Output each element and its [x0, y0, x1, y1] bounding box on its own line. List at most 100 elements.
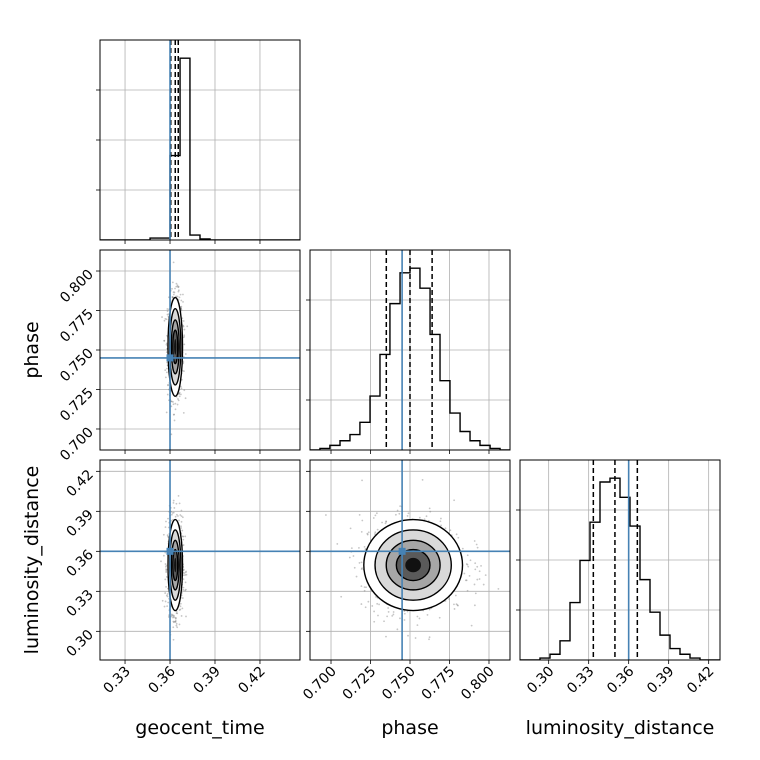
sample-point [165, 594, 168, 597]
sample-point [167, 526, 170, 529]
sample-point [160, 560, 162, 563]
sample-point [428, 507, 431, 510]
sample-point [173, 614, 175, 617]
sample-point [177, 495, 180, 497]
sample-point [172, 620, 175, 623]
sample-point [166, 367, 168, 370]
sample-point [394, 513, 397, 516]
sample-point [421, 478, 424, 481]
sample-point [425, 515, 428, 518]
sample-point [385, 520, 387, 523]
sample-point [473, 604, 476, 607]
sample-point [375, 512, 378, 515]
sample-point [352, 555, 355, 557]
sample-point [373, 610, 376, 613]
sample-point [177, 399, 180, 402]
sample-point [165, 371, 168, 374]
sample-point [165, 568, 168, 571]
sample-point [170, 613, 173, 616]
sample-point [473, 540, 476, 542]
sample-point [179, 293, 182, 296]
sample-point [167, 601, 170, 604]
sample-point [184, 589, 187, 592]
sample-point [178, 623, 181, 626]
sample-point [166, 393, 169, 396]
xlabel-phase: phase [381, 717, 438, 739]
sample-point [182, 324, 185, 327]
panel-geocent_time-geocent_time [96, 39, 301, 244]
sample-point [182, 578, 185, 580]
sample-point [358, 562, 361, 564]
sample-point [373, 620, 376, 623]
sample-point [366, 532, 369, 535]
sample-point [455, 533, 458, 536]
sample-point [353, 566, 356, 569]
sample-point [164, 369, 167, 371]
sample-point [177, 398, 179, 400]
histogram-luminosity_distance [520, 477, 720, 660]
sample-point [175, 282, 178, 285]
sample-point [185, 573, 188, 576]
sample-point [184, 574, 187, 576]
sample-point [175, 612, 178, 615]
sample-point [453, 499, 456, 502]
sample-point [184, 535, 187, 538]
sample-point [180, 299, 183, 302]
sample-point [182, 362, 185, 364]
sample-point [173, 413, 175, 416]
sample-point [173, 620, 176, 623]
sample-point [179, 602, 182, 605]
histogram-geocent_time [100, 57, 300, 240]
sample-point [180, 525, 182, 528]
sample-point [175, 502, 178, 505]
sample-point [182, 325, 185, 328]
sample-point [174, 287, 176, 290]
sample-point [414, 637, 417, 639]
sample-point [423, 518, 426, 521]
sample-point [163, 319, 166, 322]
sample-point [172, 293, 175, 296]
sample-point [384, 522, 387, 525]
sample-point [473, 583, 476, 586]
sample-point [429, 510, 432, 513]
sample-point [184, 353, 187, 355]
sample-point [182, 586, 185, 589]
sample-point [387, 607, 390, 609]
sample-point [426, 614, 429, 616]
sample-point [365, 586, 367, 589]
sample-point [183, 328, 186, 331]
sample-point [461, 547, 464, 550]
sample-point [186, 325, 189, 328]
sample-point [484, 574, 487, 577]
sample-point [457, 536, 460, 539]
sample-point [181, 529, 184, 532]
sample-point [166, 310, 169, 313]
sample-point [165, 568, 167, 571]
sample-point [175, 285, 178, 288]
sample-point [172, 511, 175, 514]
sample-point [163, 339, 166, 342]
sample-point [166, 361, 168, 364]
truth-marker [398, 547, 406, 555]
sample-point [170, 614, 173, 617]
xlabel-geocent-time: geocent_time [135, 717, 264, 739]
sample-point [172, 626, 175, 629]
panel-phase-phase [306, 249, 511, 454]
sample-point [163, 339, 166, 342]
sample-point [170, 433, 173, 436]
sample-point [177, 515, 179, 517]
sample-point [367, 531, 370, 534]
ytick-label: 0.750 [57, 346, 97, 386]
sample-point [165, 586, 167, 588]
density-contour [174, 557, 177, 573]
sample-point [179, 608, 182, 611]
sample-point [465, 579, 468, 582]
sample-point [474, 568, 477, 571]
sample-point [179, 393, 182, 396]
sample-point [166, 595, 169, 598]
sample-point [175, 622, 178, 625]
sample-point [360, 561, 363, 564]
sample-point [392, 611, 395, 613]
sample-point [182, 538, 185, 541]
